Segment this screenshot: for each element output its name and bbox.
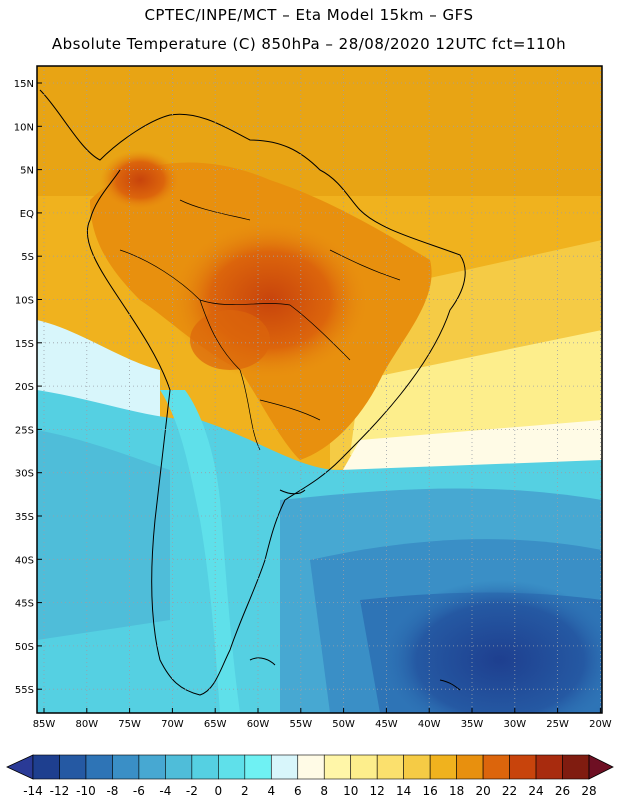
longitude-axis: 85W 80W 75W 70W 65W 60W 55W 50W 45W 40W 35W 30W 25W 2… [33,708,612,730]
colorbar-swatch [138,754,166,780]
lat-label: 10S [15,296,34,307]
lon-label: 20W [589,719,612,730]
colorbar-label: 2 [241,784,249,798]
colorbar-label: 24 [528,784,543,798]
lat-label: 15N [14,79,34,90]
colorbar-label: 10 [343,784,358,798]
colorbar-label: -8 [106,784,118,798]
colorbar-swatch [456,754,484,780]
colorbar-swatch [509,754,537,780]
colorbar-label: -10 [76,784,96,798]
colorbar-label: 26 [555,784,570,798]
colorbar-label: 4 [267,784,275,798]
colorbar-swatch [350,754,378,780]
lon-label: 40W [418,719,441,730]
colorbar-swatch [482,754,510,780]
colorbar-label: 20 [475,784,490,798]
lon-label: 35W [461,719,484,730]
colorbar-swatch [323,754,352,780]
colorbar-label: -6 [133,784,145,798]
lat-label: 40S [15,555,34,566]
map-title-line-1: CPTEC/INPE/MCT – Eta Model 15km – GFS [144,6,474,24]
colorbar-label: 16 [423,784,438,798]
lon-label: 75W [118,719,141,730]
temperature-field [37,66,602,713]
map-frame [36,65,603,714]
colorbar-label: 18 [449,784,464,798]
colorbar-label: 8 [320,784,328,798]
colorbar-swatch [218,754,246,780]
lat-label: 5N [20,166,34,177]
lon-label: 80W [75,719,98,730]
lat-label: 25S [15,425,34,436]
lat-label: 35S [15,512,34,523]
lon-label: 60W [247,719,270,730]
colorbar-label: 12 [370,784,385,798]
colorbar-swatch [297,754,325,780]
lat-label: 55S [15,685,34,696]
lat-label: 10N [14,122,34,133]
colorbar-swatch [403,754,431,780]
colorbar-swatch [165,754,193,780]
colorbar-swatch [112,754,140,780]
colorbar-swatch [244,754,272,780]
colorbar-label: 14 [396,784,411,798]
latitude-axis: 15N 10N 5N EQ 5S 10S 15S 20S 25S 30S 35S 40S 45S 50S 5… [14,79,42,696]
colorbar: -14 -12 -10 -8 -6 -4 -2 0 2 4 6 8 10 12 14 16 18 20 22 24 26… [6,754,614,798]
map-title-line-2: Absolute Temperature (C) 850hPa – 28/08/… [51,35,567,53]
colorbar-swatch [59,754,87,780]
colorbar-swatch [429,754,457,780]
lon-label: 70W [161,719,184,730]
country-borders [119,199,401,451]
lon-label: 30W [503,719,526,730]
colorbar-label: -12 [50,784,70,798]
colorbar-swatch [562,754,590,780]
coastlines [39,89,466,696]
lat-label: 20S [15,382,34,393]
lon-label: 25W [546,719,569,730]
colorbar-swatch [32,754,60,780]
lat-label: 15S [15,339,34,350]
colorbar-label: -4 [159,784,171,798]
colorbar-swatch [376,754,404,780]
lat-label: 5S [21,252,34,263]
colorbar-label: 22 [502,784,517,798]
colorbar-high-arrow [588,754,614,780]
lon-label: 65W [204,719,227,730]
lon-label: 85W [33,719,56,730]
lon-label: 55W [289,719,312,730]
lat-label: 50S [15,642,34,653]
lon-label: 45W [375,719,398,730]
lon-label: 50W [332,719,355,730]
colorbar-swatch [191,754,219,780]
colorbar-label: 0 [215,784,223,798]
colorbar-swatch [535,754,563,780]
colorbar-swatch [85,754,113,780]
lat-label: 45S [15,599,34,610]
colorbar-label: 6 [294,784,302,798]
colorbar-low-arrow [6,754,34,780]
colorbar-label: -2 [186,784,198,798]
colorbar-label: -14 [23,784,43,798]
colorbar-label: 28 [581,784,596,798]
lat-label: 30S [15,469,34,480]
colorbar-swatch [270,754,299,780]
lat-label: EQ [20,209,34,220]
